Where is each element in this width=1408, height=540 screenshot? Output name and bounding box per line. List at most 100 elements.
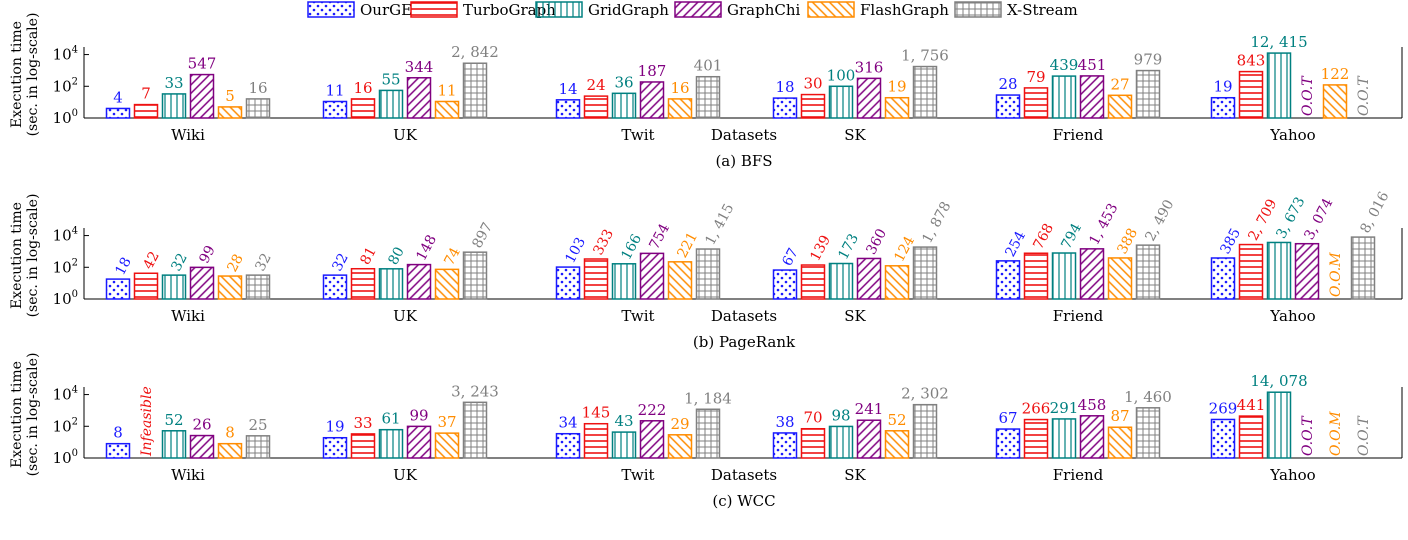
- data-label: 291: [1050, 399, 1079, 417]
- bar-x-stream-uk: [462, 401, 488, 459]
- bar-ourge-sk: [772, 432, 798, 459]
- chart-panel-2: 100 102 104 Execution time(sec. in log-scal…: [9, 189, 1403, 351]
- bar-graphchi-wiki: [189, 266, 215, 300]
- legend-entry-ourge: OurGE: [307, 1, 412, 19]
- bar-graphchi-uk: [406, 425, 432, 459]
- x-tick-label-uk: UK: [393, 126, 418, 144]
- bar-x-stream-sk: [912, 246, 938, 300]
- status-label: O.O.M: [1328, 411, 1344, 456]
- data-label: 8: [113, 424, 123, 442]
- y-axis-label: Execution time(sec. in log-scale): [9, 194, 41, 318]
- data-label: 139: [807, 233, 834, 264]
- data-label: 768: [1030, 221, 1057, 252]
- bar-gridgraph-wiki: [161, 274, 187, 300]
- legend-label-ourge: OurGE: [360, 1, 412, 19]
- data-label: 269: [1209, 399, 1238, 417]
- data-label: 5: [225, 87, 235, 105]
- data-label: 4: [113, 88, 123, 106]
- y-tick-label: 104: [53, 226, 78, 245]
- bar-graphchi-wiki: [189, 434, 215, 459]
- data-label: 333: [590, 227, 617, 258]
- bar-flashgraph-sk: [884, 430, 910, 459]
- data-label: 12, 415: [1250, 33, 1307, 51]
- bar-turbograph-uk: [350, 433, 376, 459]
- data-label: 401: [694, 57, 723, 75]
- data-label: 316: [855, 58, 884, 76]
- bar-ourge-wiki: [105, 107, 131, 119]
- legend-entry-gridgraph: GridGraph: [535, 1, 669, 19]
- bar-graphchi-twit: [639, 252, 665, 300]
- data-label: 360: [863, 226, 890, 257]
- x-axis-label: Datasets: [711, 126, 777, 144]
- bar-flashgraph-sk: [884, 96, 910, 119]
- data-label: 122: [1321, 65, 1350, 83]
- bar-ourge-sk: [772, 97, 798, 119]
- bar-turbograph-yahoo: [1238, 70, 1264, 119]
- data-label: 1, 415: [702, 201, 737, 248]
- bar-x-stream-friend: [1135, 69, 1161, 119]
- data-label: 33: [164, 74, 183, 92]
- bar-ourge-uk: [322, 100, 348, 119]
- data-label: 81: [357, 244, 379, 267]
- bar-flashgraph-friend: [1107, 94, 1133, 119]
- x-tick-label-sk: SK: [844, 466, 866, 484]
- bar-flashgraph-uk: [434, 432, 460, 459]
- bar-gridgraph-twit: [611, 263, 637, 300]
- x-tick-label-yahoo: Yahoo: [1269, 466, 1315, 484]
- bar-flashgraph-twit: [667, 261, 693, 300]
- x-tick-label-wiki: Wiki: [171, 126, 205, 144]
- legend-label-turbograph: TurboGraph: [463, 1, 556, 19]
- data-label: 27: [1110, 75, 1129, 93]
- data-label: 266: [1022, 400, 1051, 418]
- data-label: 19: [1213, 78, 1232, 96]
- bar-flashgraph-wiki: [217, 106, 243, 119]
- chart-title: (a) BFS: [715, 152, 772, 170]
- bar-gridgraph-friend: [1051, 75, 1077, 119]
- y-axis-label: Execution time(sec. in log-scale): [9, 353, 41, 477]
- bar-turbograph-twit: [583, 258, 609, 300]
- bar-gridgraph-yahoo: [1266, 241, 1292, 300]
- data-label: 8: [225, 424, 235, 442]
- bar-gridgraph-uk: [378, 268, 404, 300]
- bar-x-stream-twit: [695, 248, 721, 300]
- data-label: 16: [670, 79, 689, 97]
- bar-x-stream-yahoo: [1350, 236, 1376, 300]
- data-label: 37: [437, 413, 456, 431]
- data-label: 29: [670, 415, 689, 433]
- chart-panel-3: 100 102 104 Execution time(sec. in log-scal…: [9, 353, 1403, 510]
- legend-swatch-gridgraph: [535, 1, 583, 18]
- legend-label-gridgraph: GridGraph: [588, 1, 669, 19]
- bar-graphchi-sk: [856, 419, 882, 459]
- bar-gridgraph-sk: [828, 425, 854, 459]
- data-label: 7: [141, 85, 151, 103]
- bar-ourge-friend: [995, 94, 1021, 119]
- bar-graphchi-twit: [639, 420, 665, 459]
- bar-turbograph-wiki: [133, 272, 159, 300]
- y-tick-label: 102: [53, 76, 78, 95]
- bar-ourge-wiki: [105, 278, 131, 300]
- data-label: 19: [325, 418, 344, 436]
- bar-turbograph-uk: [350, 98, 376, 119]
- bar-x-stream-twit: [695, 75, 721, 119]
- legend-swatch-graphchi: [674, 1, 722, 18]
- bar-turbograph-sk: [800, 427, 826, 459]
- bar-turbograph-friend: [1023, 418, 1049, 459]
- bar-ourge-wiki: [105, 442, 131, 459]
- data-label: 3, 243: [451, 382, 499, 400]
- y-tick-label: 102: [53, 257, 78, 276]
- x-tick-label-uk: UK: [393, 307, 418, 325]
- data-label: 754: [646, 221, 673, 252]
- bar-ourge-friend: [995, 428, 1021, 459]
- bar-turbograph-friend: [1023, 87, 1049, 119]
- data-label: 145: [582, 404, 611, 422]
- legend-swatch-x-stream: [954, 1, 1002, 18]
- bar-turbograph-sk: [800, 264, 826, 300]
- data-label: 14: [558, 80, 577, 98]
- bar-ourge-friend: [995, 260, 1021, 300]
- bar-ourge-twit: [555, 99, 581, 119]
- bar-flashgraph-twit: [667, 434, 693, 459]
- x-tick-label-wiki: Wiki: [171, 307, 205, 325]
- bar-ourge-yahoo: [1210, 257, 1236, 300]
- bar-graphchi-uk: [406, 77, 432, 119]
- bar-gridgraph-twit: [611, 92, 637, 119]
